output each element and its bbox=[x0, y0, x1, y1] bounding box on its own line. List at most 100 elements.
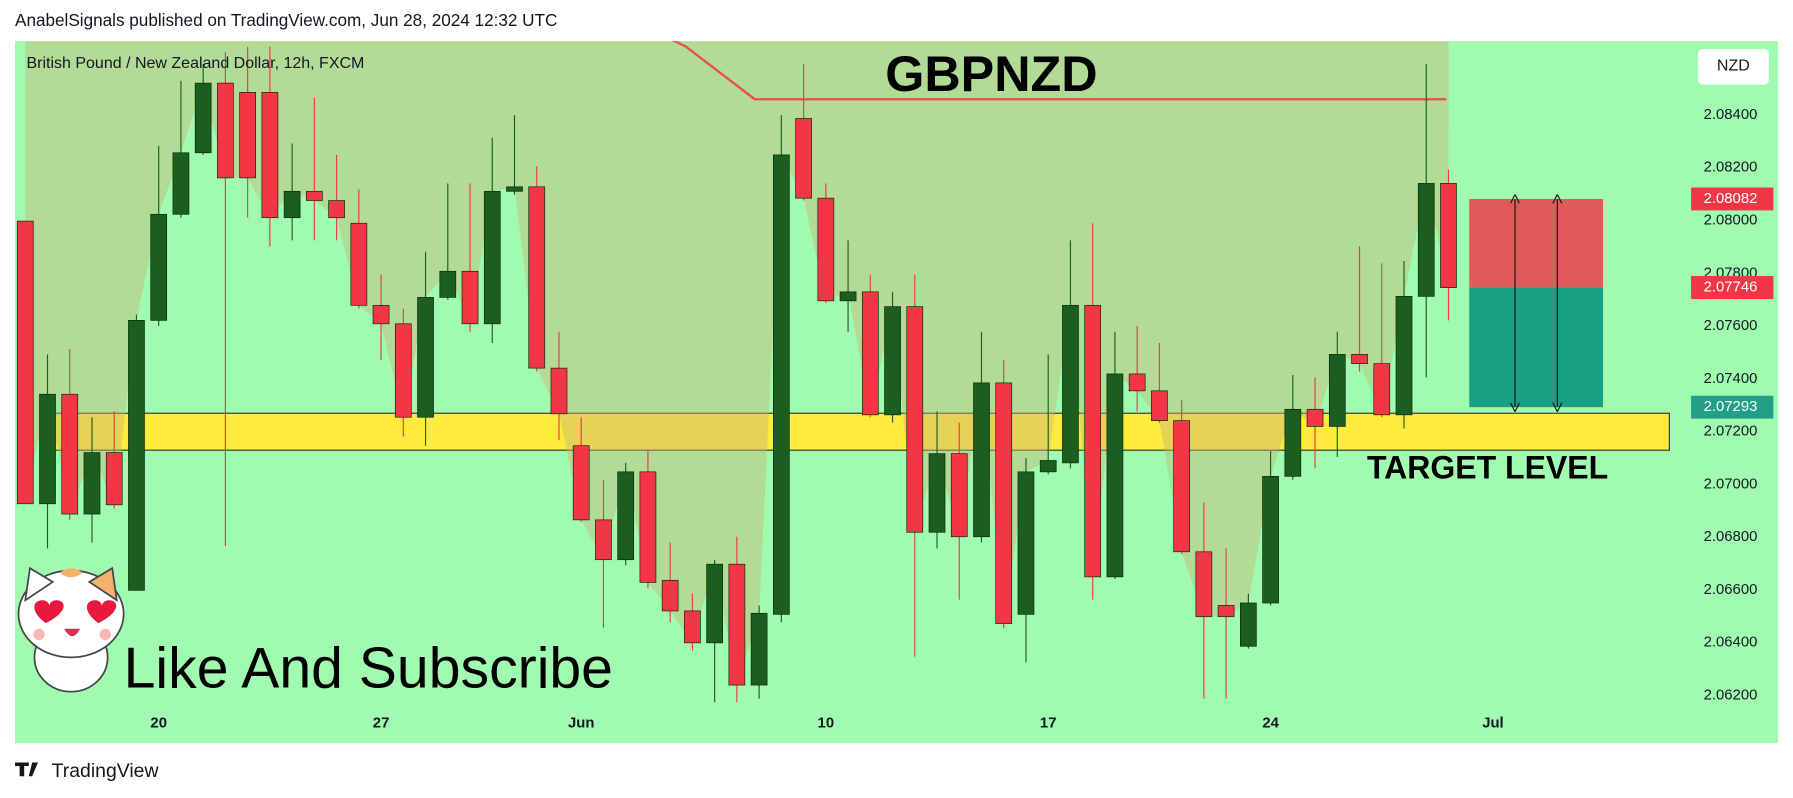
candle-body bbox=[239, 92, 256, 179]
candle-body bbox=[350, 222, 368, 306]
candle-body bbox=[1351, 354, 1368, 364]
candle-body bbox=[439, 270, 457, 298]
candle-body bbox=[417, 297, 434, 418]
candle-body bbox=[973, 382, 990, 538]
y-tick-label: 2.07000 bbox=[1704, 476, 1758, 492]
x-tick-label: Jun bbox=[568, 716, 594, 732]
tool-layer: TARGET LEVEL bbox=[1367, 199, 1608, 485]
candle-body bbox=[1039, 460, 1057, 473]
price-label: 2.07293 bbox=[1704, 399, 1758, 415]
candle-body bbox=[817, 197, 835, 302]
candle-body bbox=[16, 220, 34, 505]
candle-body bbox=[372, 304, 390, 325]
candle-body bbox=[1284, 408, 1302, 477]
price-label-box bbox=[1691, 187, 1774, 211]
candle-body bbox=[839, 291, 857, 302]
position-reward bbox=[1469, 287, 1604, 408]
y-tick-label: 2.07200 bbox=[1704, 424, 1758, 440]
candle-body bbox=[750, 612, 768, 686]
candle-body bbox=[1128, 373, 1146, 392]
currency-box[interactable] bbox=[1697, 49, 1769, 85]
candle-body bbox=[83, 452, 101, 515]
candle-body bbox=[483, 190, 501, 325]
candle-body bbox=[1017, 471, 1035, 615]
candle-body bbox=[928, 453, 946, 533]
candle-body bbox=[283, 190, 301, 219]
candle-body bbox=[1106, 373, 1124, 578]
candle-body bbox=[128, 320, 145, 591]
candle-layer bbox=[16, 46, 1457, 703]
target-zone-label: TARGET LEVEL bbox=[1367, 449, 1608, 485]
candle-body bbox=[595, 519, 612, 561]
candle-body bbox=[861, 291, 879, 416]
candle-body bbox=[461, 270, 479, 325]
candle-body bbox=[1395, 296, 1413, 416]
tradingview-logo bbox=[15, 762, 38, 777]
y-tick-label: 2.08000 bbox=[1704, 213, 1758, 229]
y-tick-label: 2.06600 bbox=[1704, 582, 1758, 598]
price-label-box bbox=[1691, 276, 1774, 300]
x-tick-label: 17 bbox=[1040, 716, 1057, 732]
candle-body bbox=[1440, 183, 1457, 288]
y-tick-label: 2.06200 bbox=[1704, 688, 1758, 704]
candle-body bbox=[684, 610, 701, 644]
x-tick-label: 24 bbox=[1262, 716, 1279, 732]
symbol-legend: British Pound / New Zealand Dollar, 12h,… bbox=[26, 55, 364, 72]
candle-body bbox=[1217, 605, 1235, 618]
candle-body bbox=[950, 453, 968, 538]
price-label: 2.07746 bbox=[1704, 280, 1758, 296]
price-label-box bbox=[1691, 395, 1774, 419]
candle-body bbox=[550, 367, 568, 415]
candle-body bbox=[39, 393, 56, 505]
candle-body bbox=[906, 306, 924, 533]
y-tick-label: 2.07400 bbox=[1704, 371, 1758, 387]
candle-body bbox=[572, 445, 590, 521]
candle-body bbox=[217, 82, 234, 179]
candle-body bbox=[306, 190, 323, 201]
candle-body bbox=[261, 92, 279, 219]
y-tick-label: 2.07600 bbox=[1704, 318, 1758, 334]
y-tick-label: 2.06800 bbox=[1704, 529, 1758, 545]
position-risk bbox=[1469, 198, 1604, 288]
candle-body bbox=[506, 186, 523, 192]
annotation-text: Like And Subscribe bbox=[124, 636, 613, 700]
candle-body bbox=[795, 118, 812, 199]
candle-body bbox=[617, 471, 635, 561]
candle-body bbox=[328, 200, 345, 219]
currency-label[interactable]: NZD bbox=[1717, 58, 1750, 75]
candle-body bbox=[1062, 304, 1079, 464]
candle-body bbox=[773, 154, 790, 615]
target-zone bbox=[54, 412, 1670, 451]
y-tick-label: 2.08200 bbox=[1704, 160, 1758, 176]
candle-body bbox=[194, 82, 212, 154]
x-tick-label: 20 bbox=[150, 716, 167, 732]
candle-body bbox=[661, 579, 679, 612]
candle-body bbox=[1373, 363, 1391, 416]
footer-brand: TradingView bbox=[52, 760, 160, 782]
candle-body bbox=[105, 452, 123, 506]
resistance-line bbox=[671, 41, 1447, 101]
publish-header: AnabelSignals published on TradingView.c… bbox=[15, 10, 557, 30]
axis-layer: 2.06200 2.06400 2.06600 2.06800 2.07000 2.072… bbox=[150, 107, 1774, 732]
candle-body bbox=[394, 323, 412, 418]
x-tick-label: 10 bbox=[818, 716, 835, 732]
candle-body bbox=[639, 471, 657, 583]
x-tick-label: Jul bbox=[1482, 716, 1503, 732]
candle-body bbox=[995, 382, 1013, 624]
candle-body bbox=[61, 393, 79, 515]
candle-body bbox=[706, 563, 723, 644]
cat-sticker bbox=[17, 566, 125, 693]
price-label: 2.08082 bbox=[1704, 191, 1758, 207]
candle-body bbox=[1417, 183, 1435, 297]
candle-body bbox=[528, 186, 546, 369]
chart-title: GBPNZD bbox=[885, 45, 1097, 102]
candle-body bbox=[1262, 475, 1279, 604]
candle-body bbox=[1084, 304, 1102, 578]
zone-layer bbox=[54, 412, 1670, 451]
candle-body bbox=[1151, 390, 1168, 421]
candle-body bbox=[172, 152, 190, 215]
candle-body bbox=[1195, 551, 1213, 618]
candle-body bbox=[884, 306, 901, 416]
